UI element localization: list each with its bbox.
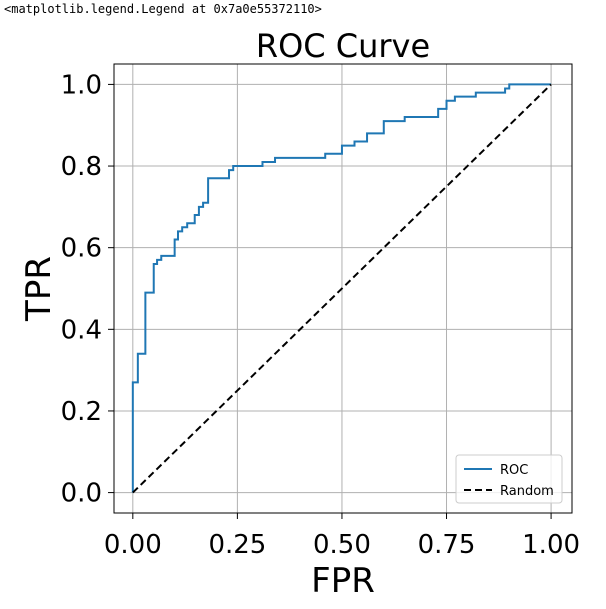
legend-label-random: Random (500, 484, 554, 499)
y-tick-label: 0.6 (61, 234, 102, 264)
x-tick-label: 0.75 (418, 530, 476, 560)
x-tick-label: 1.00 (522, 530, 580, 560)
legend-entries: ROC Random (464, 463, 554, 499)
legend: ROC Random (455, 454, 563, 504)
x-tick-label: 0.00 (104, 530, 162, 560)
x-axis-title: FPR (311, 561, 375, 601)
legend-box (455, 454, 563, 504)
plot-frame (113, 63, 573, 514)
x-tick-label: 0.50 (313, 530, 371, 560)
output-repr-text: <matplotlib.legend.Legend at 0x7a0e55372… (4, 2, 322, 16)
chart-title: ROC Curve (256, 27, 430, 65)
y-tick-label: 0.0 (61, 479, 102, 509)
x-tick-label: 0.25 (208, 530, 266, 560)
series-line-roc (131, 83, 552, 493)
axis-ticks: 0.00 0.25 0.50 0.75 1.00 0.0 0.2 0.4 0.6 0.8 1.0 (61, 70, 580, 560)
y-tick-label: 0.4 (61, 315, 102, 345)
y-tick-label: 1.0 (61, 70, 102, 100)
y-axis-title: TPR (19, 256, 59, 322)
plot-series (131, 83, 552, 494)
y-tick-label: 0.2 (61, 397, 102, 427)
legend-label-roc: ROC (500, 463, 528, 478)
series-line-random (132, 83, 552, 494)
y-tick-label: 0.8 (61, 152, 102, 182)
grid-lines (114, 64, 572, 513)
